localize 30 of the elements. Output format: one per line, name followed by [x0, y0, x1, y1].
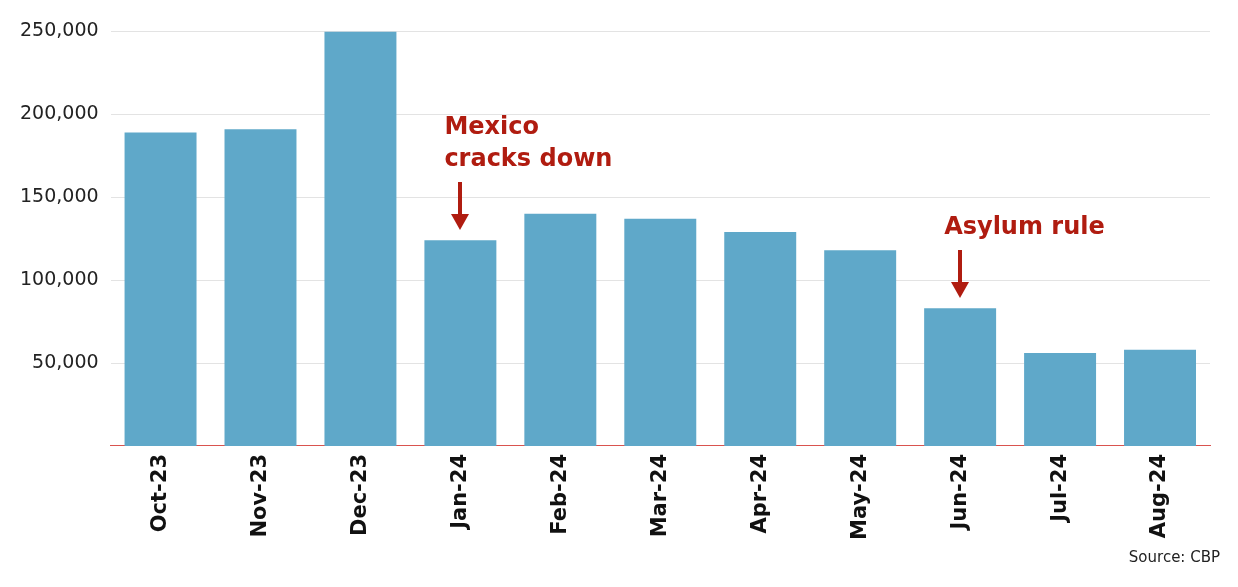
y-tick-label: 50,000	[32, 349, 99, 372]
x-tick-label: Apr-24	[746, 453, 771, 534]
bar	[324, 31, 397, 446]
bar	[824, 250, 897, 446]
annotation: Asylum rule	[944, 211, 1106, 243]
x-tick-label: Nov-23	[246, 453, 271, 538]
bar	[624, 218, 697, 446]
y-tick-label: 200,000	[19, 101, 99, 124]
x-tick-label: Aug-24	[1146, 453, 1171, 539]
bar	[924, 308, 997, 446]
y-tick-label: 250,000	[19, 18, 99, 41]
bar	[224, 129, 297, 446]
bar	[124, 132, 197, 446]
bar	[424, 240, 497, 446]
bar	[524, 213, 597, 446]
x-tick-label: Jul-24	[1046, 453, 1071, 524]
x-tick-label: Jun-24	[946, 453, 971, 532]
source-note: Source: CBP	[1127, 548, 1221, 566]
y-tick-label: 100,000	[19, 267, 99, 290]
y-tick-label: 150,000	[19, 184, 99, 207]
bar	[1124, 349, 1197, 446]
x-tick-label: Dec-23	[346, 453, 371, 537]
x-tick-label: Oct-23	[147, 453, 171, 533]
x-tick-label: Mar-24	[646, 453, 671, 538]
bar	[724, 232, 797, 446]
x-tick-label: May-24	[846, 453, 871, 541]
x-tick-label: Feb-24	[546, 453, 571, 535]
bar	[1024, 353, 1097, 446]
annotation: Mexico cracks down	[444, 111, 614, 175]
x-tick-label: Jan-24	[446, 453, 471, 531]
